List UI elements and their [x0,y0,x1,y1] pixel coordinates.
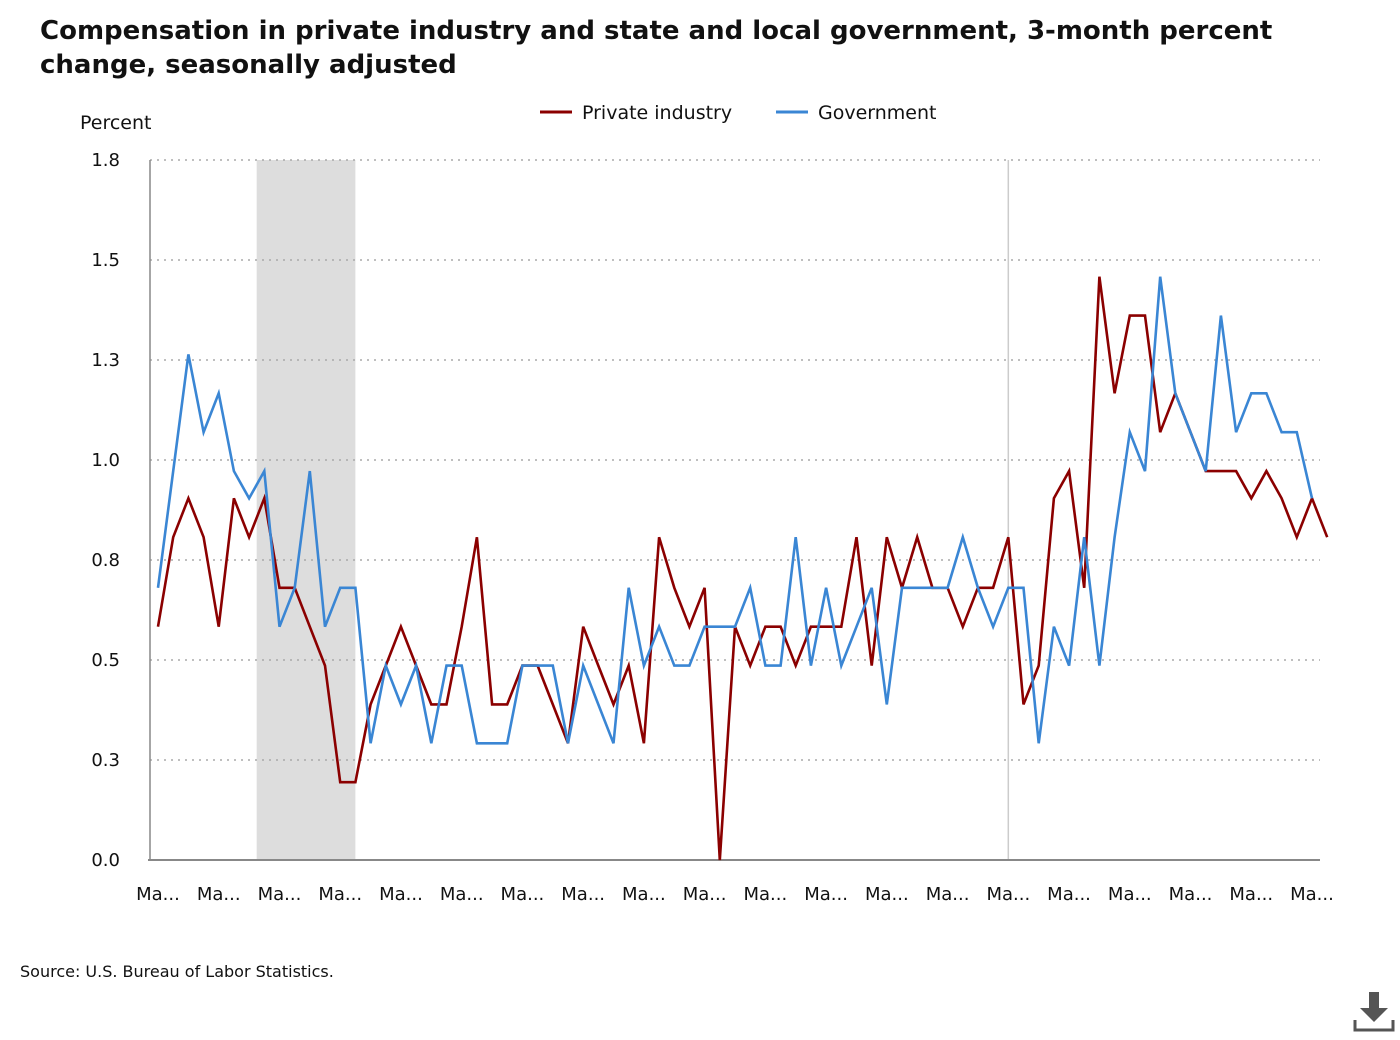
y-tick-label: 1.8 [91,150,120,171]
x-tick-label: Ma... [744,884,788,905]
legend-item-label[interactable]: Government [818,102,937,124]
x-tick-label: Ma... [318,884,362,905]
x-tick-label: Ma... [865,884,909,905]
y-tick-labels: 0.0 0.3 0.5 0.8 1.0 1.3 1.5 1.8 [91,150,120,871]
x-tick-labels: Ma... Ma... Ma... Ma... Ma... Ma... Ma... Ma...… [136,884,1334,905]
x-tick-label: Ma... [197,884,241,905]
x-tick-label: Ma... [258,884,302,905]
y-tick-label: 0.3 [91,750,120,771]
legend-item-label[interactable]: Private industry [582,102,732,124]
x-tick-label: Ma... [1108,884,1152,905]
x-tick-label: Ma... [1290,884,1334,905]
x-tick-label: Ma... [1047,884,1091,905]
x-tick-label: Ma... [926,884,970,905]
series-lines [156,276,1329,861]
x-tick-label: Ma... [136,884,180,905]
x-tick-label: Ma... [1169,884,1213,905]
x-tick-label: Ma... [561,884,605,905]
x-tick-label: Ma... [683,884,727,905]
y-tick-label: 0.5 [91,650,120,671]
download-icon[interactable] [1352,990,1396,1034]
download-button[interactable] [1352,990,1396,1034]
x-tick-label: Ma... [440,884,484,905]
series-line-private-industry [156,276,1329,861]
y-axis-label: Percent [80,112,152,134]
x-tick-label: Ma... [986,884,1030,905]
chart-title: Compensation in private industry and sta… [40,16,1273,80]
y-tick-label: 1.0 [91,450,120,471]
x-tick-label: Ma... [622,884,666,905]
x-tick-label: Ma... [1229,884,1273,905]
y-tick-label: 1.5 [91,250,120,271]
x-tick-label: Ma... [804,884,848,905]
x-tick-label: Ma... [379,884,423,905]
y-tick-label: 0.8 [91,550,120,571]
x-tick-label: Ma... [501,884,545,905]
axes [148,160,1320,861]
source-note: Source: U.S. Bureau of Labor Statistics. [20,962,334,981]
series-line-government [156,276,1314,745]
y-tick-label: 0.0 [91,850,120,871]
y-tick-label: 1.3 [91,350,120,371]
legend[interactable]: Private industry Government [540,102,937,124]
